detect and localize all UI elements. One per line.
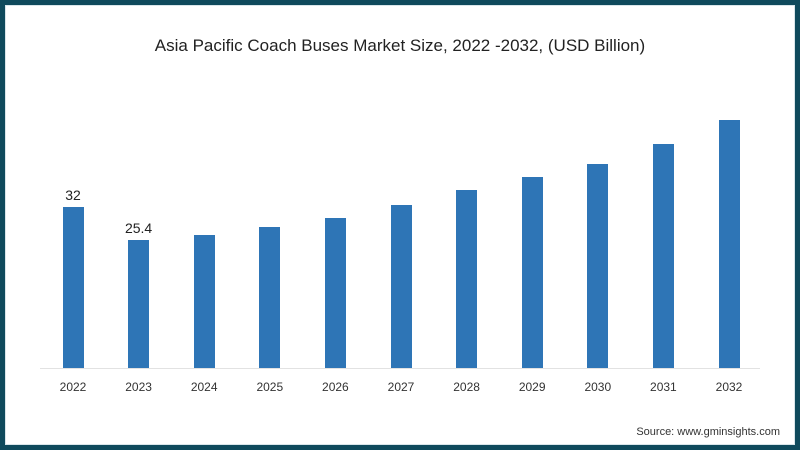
x-tick-2027: 2027 <box>387 380 415 394</box>
x-axis-line <box>40 368 760 369</box>
x-tick-2023: 2023 <box>125 380 152 394</box>
data-label-2023: 25.4 <box>124 220 153 237</box>
x-tick-2032: 2032 <box>715 380 743 394</box>
bar-2023 <box>128 240 150 368</box>
bar-2029 <box>521 176 543 368</box>
source-note: Source: www.gminsights.com <box>636 426 780 438</box>
x-tick-2022: 2022 <box>59 380 87 394</box>
x-tick-2025: 2025 <box>256 380 284 394</box>
data-label-2022: 32 <box>65 187 81 204</box>
x-tick-2024: 2024 <box>190 380 218 394</box>
bar-2026 <box>324 218 346 368</box>
x-tick-2028: 2028 <box>453 380 480 394</box>
bar-2028 <box>456 189 478 368</box>
bar-2030 <box>587 163 609 368</box>
plot-area <box>40 60 760 368</box>
bar-2031 <box>652 144 674 368</box>
x-tick-2030: 2030 <box>584 380 612 394</box>
bar-2022 <box>62 207 84 368</box>
x-tick-2026: 2026 <box>322 380 349 394</box>
x-tick-2031: 2031 <box>650 380 677 394</box>
x-tick-2029: 2029 <box>518 380 546 394</box>
bar-2024 <box>193 235 215 368</box>
bar-2025 <box>259 227 281 368</box>
bar-2027 <box>390 205 412 368</box>
bar-2032 <box>718 120 740 368</box>
chart-title: Asia Pacific Coach Buses Market Size, 20… <box>154 36 646 55</box>
